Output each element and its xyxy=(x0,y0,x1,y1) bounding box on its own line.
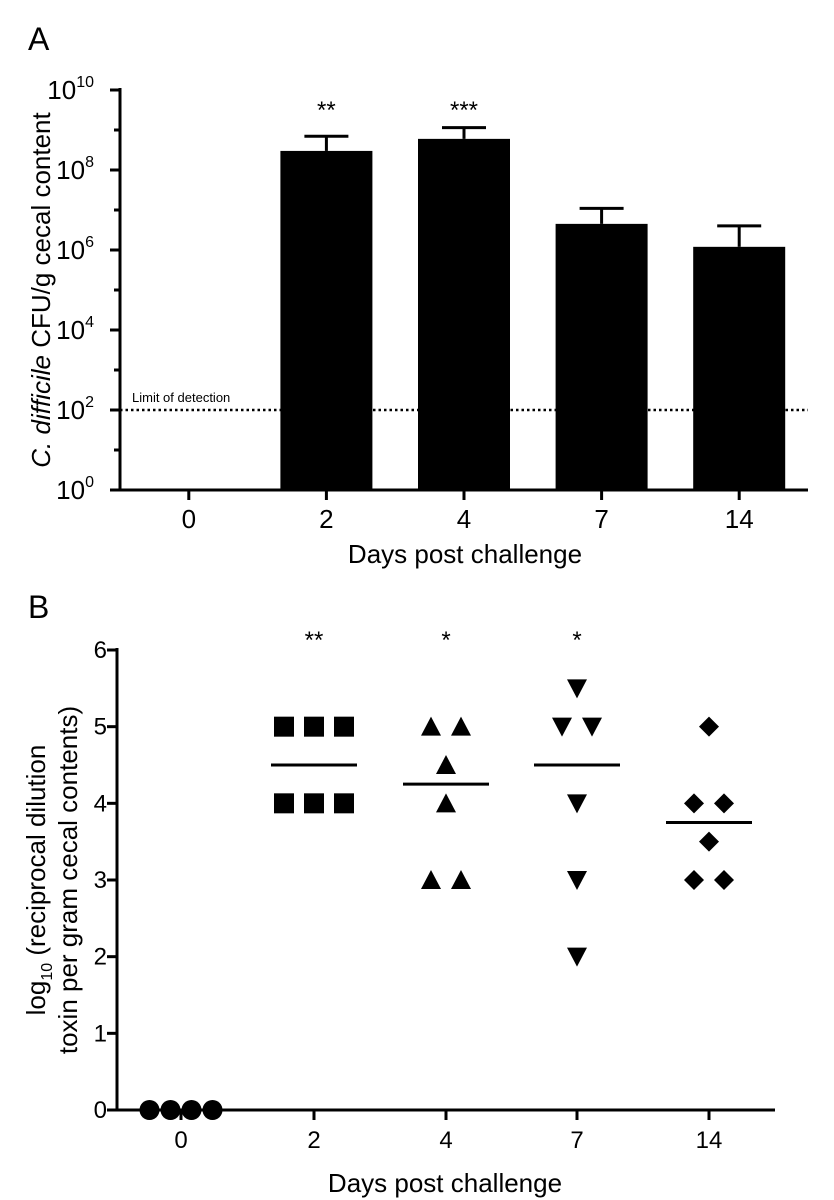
panel-a-y-axis-title-species: C. difficile xyxy=(26,355,56,468)
panel-b-point-triangle-up xyxy=(436,793,456,813)
panel-b-y-axis-title-rest: (reciprocal dilution xyxy=(21,745,51,963)
panel-b-point-square xyxy=(334,793,354,814)
panel-b-x-tick-label: 14 xyxy=(696,1127,723,1154)
panel-a-y-tick-base: 10 xyxy=(56,315,85,345)
panel-b-x-tick-label: 7 xyxy=(570,1127,583,1154)
panel-b-chart: 0 1 2 3 4 5 6 0 2 ** 4 * 7 * 14 xyxy=(94,627,775,1154)
panel-a-bar xyxy=(418,138,510,490)
panel-b-x-axis-title: Days post challenge xyxy=(328,1168,562,1198)
panel-b-significance-label: * xyxy=(441,627,450,654)
panel-b-point-triangle-up xyxy=(436,755,456,774)
panel-b-point-square xyxy=(274,793,294,814)
panel-b-point-triangle-up xyxy=(451,716,471,736)
panel-a-y-tick-base: 10 xyxy=(47,75,76,105)
panel-b-y-axis-title-log: log xyxy=(21,981,51,1016)
limit-of-detection-label: Limit of detection xyxy=(132,390,230,405)
panel-b-x-tick-label: 2 xyxy=(307,1127,320,1154)
panel-b-significance-label: * xyxy=(572,627,581,654)
panel-b-point-triangle-down xyxy=(567,679,587,699)
panel-b-point-triangle-down xyxy=(567,947,587,967)
panel-a-y-tick-exponent: 2 xyxy=(85,394,94,411)
panel-b-point-triangle-down xyxy=(582,717,602,737)
panel-b-point-square xyxy=(274,716,294,737)
panel-a-x-tick-label: 2 xyxy=(319,504,333,534)
panel-b-y-tick-label: 1 xyxy=(94,1020,107,1047)
panel-a-x-tick-label: 0 xyxy=(182,504,196,534)
panel-a-bar xyxy=(693,246,786,490)
panel-b-point-diamond xyxy=(714,870,734,890)
panel-a-y-tick-base: 10 xyxy=(56,235,85,265)
panel-b-y-axis-title-sub: 10 xyxy=(39,963,56,981)
panel-a-y-tick-exponent: 10 xyxy=(76,74,94,91)
panel-b-significance-label: ** xyxy=(305,627,324,654)
panel-b-y-tick-label: 4 xyxy=(94,790,107,817)
panel-a-significance-label: ** xyxy=(317,97,336,124)
panel-b-x-tick-label: 0 xyxy=(174,1127,187,1154)
panel-a-y-tick-exponent: 4 xyxy=(85,314,94,331)
panel-a-x-axis-title: Days post challenge xyxy=(348,539,582,569)
panel-b-point-triangle-up xyxy=(421,870,441,889)
panel-a-y-tick-label: 108 xyxy=(56,154,94,185)
panel-b-point-triangle-up xyxy=(421,716,441,736)
panel-b-point-triangle-down xyxy=(567,871,587,890)
panel-b-point-triangle-up xyxy=(451,870,471,889)
panel-b-y-tick-label: 0 xyxy=(94,1097,107,1124)
panel-a-y-tick-base: 10 xyxy=(56,475,85,505)
panel-a-x-tick-label: 14 xyxy=(725,504,754,534)
panel-a-label: A xyxy=(28,21,50,57)
panel-b-y-axis-title-line2: toxin per gram cecal contents) xyxy=(53,706,83,1054)
panel-a-y-axis-title-units: CFU/g cecal content xyxy=(26,111,56,355)
panel-a-y-tick-base: 10 xyxy=(56,155,85,185)
panel-a-y-tick-label: 1010 xyxy=(47,74,94,105)
panel-b-y-tick-label: 2 xyxy=(94,944,107,971)
panel-a-y-axis-title: C. difficile CFU/g cecal content xyxy=(26,111,56,467)
panel-a-x-tick-label: 4 xyxy=(457,504,471,534)
panel-a-y-tick-label: 104 xyxy=(56,314,94,345)
panel-a-significance-label: *** xyxy=(450,97,478,124)
panel-a-bar xyxy=(280,150,373,490)
panel-b-y-tick-label: 5 xyxy=(94,714,107,741)
panel-b-point-triangle-down xyxy=(552,717,572,737)
panel-b-point-triangle-down xyxy=(567,794,587,814)
panel-a-y-tick-label: 102 xyxy=(56,394,94,425)
panel-b-y-tick-label: 3 xyxy=(94,867,107,894)
panel-b-point-square xyxy=(304,793,324,814)
panel-b-label: B xyxy=(28,589,49,625)
panel-b-point-circle xyxy=(181,1100,202,1120)
panel-b-point-circle xyxy=(160,1100,181,1120)
panel-b-y-axis-title-line1: log10 (reciprocal dilution xyxy=(21,745,56,1016)
panel-b-point-diamond xyxy=(684,870,704,890)
panel-b-point-diamond xyxy=(714,793,734,814)
panel-a-y-tick-exponent: 0 xyxy=(85,474,94,491)
panel-b-y-tick-label: 6 xyxy=(94,637,107,664)
panel-a-y-tick-exponent: 8 xyxy=(85,154,94,171)
panel-b-point-diamond xyxy=(699,831,719,852)
panel-a-x-tick-label: 7 xyxy=(594,504,608,534)
panel-a-y-tick-label: 106 xyxy=(56,234,94,265)
panel-a-bar xyxy=(555,223,648,490)
panel-a-y-tick-base: 10 xyxy=(56,395,85,425)
panel-b-point-circle xyxy=(139,1100,160,1120)
panel-a-y-tick-exponent: 6 xyxy=(85,234,94,251)
panel-b-point-square xyxy=(334,716,354,737)
panel-b-point-diamond xyxy=(684,793,704,814)
panel-b-point-circle xyxy=(202,1100,223,1120)
panel-b-point-diamond xyxy=(699,716,719,737)
panel-b-x-tick-label: 4 xyxy=(439,1127,452,1154)
panel-b-point-square xyxy=(304,716,324,737)
panel-a-y-tick-label: 100 xyxy=(56,474,94,505)
